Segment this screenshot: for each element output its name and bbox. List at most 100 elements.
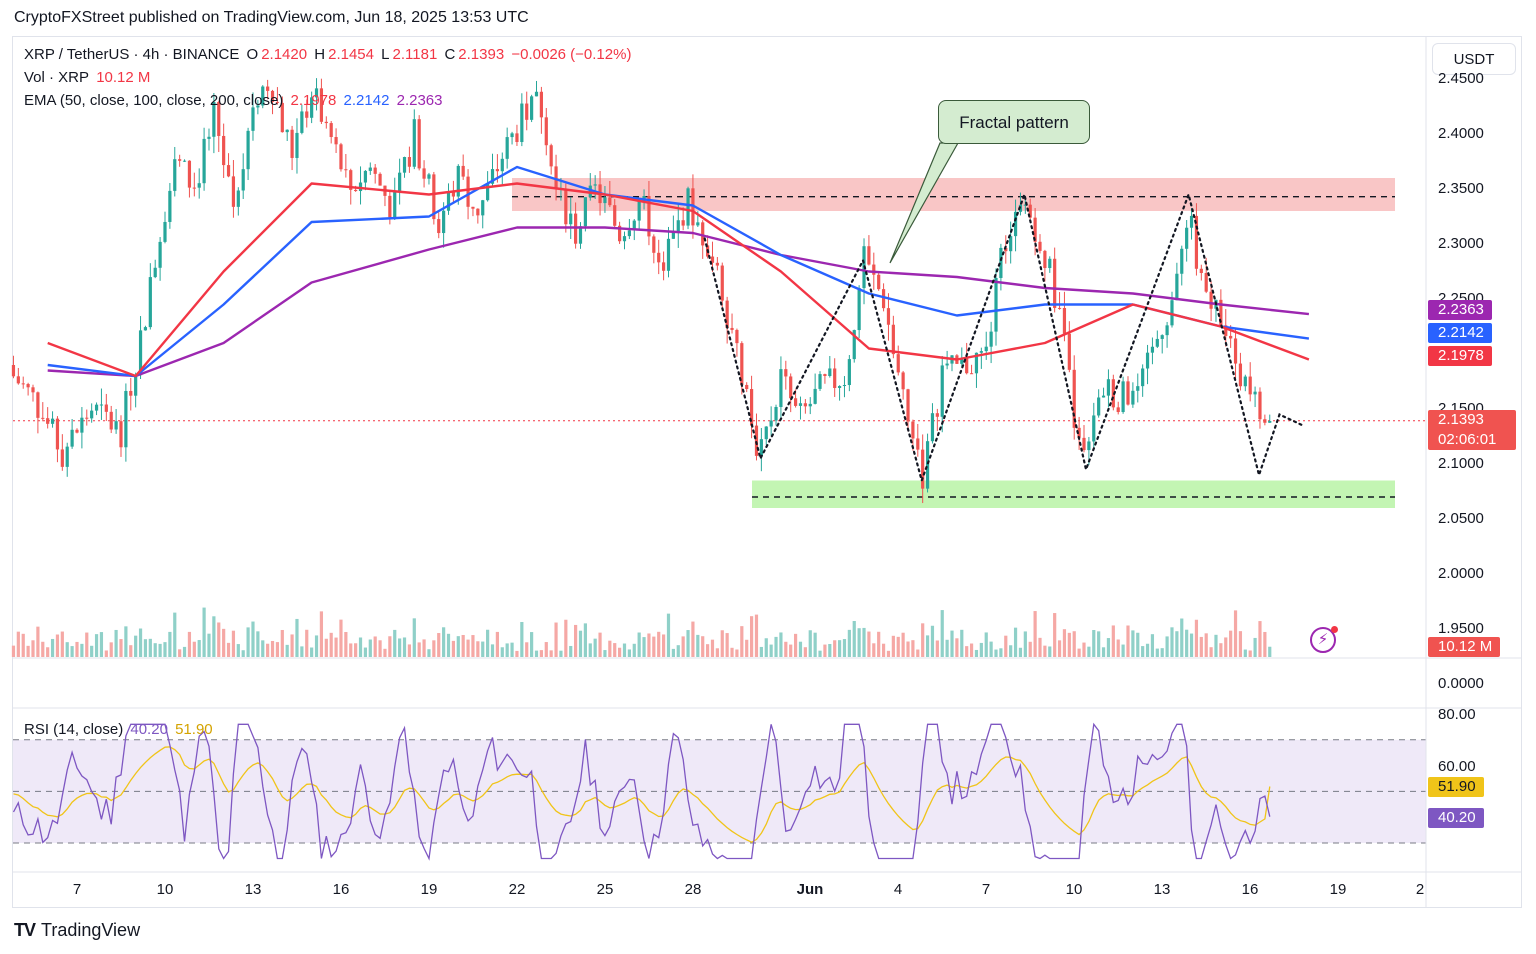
candle-body xyxy=(1145,352,1150,369)
volume-bar xyxy=(354,643,358,657)
candle-body xyxy=(847,359,851,386)
candle-body xyxy=(901,372,905,390)
volume-bar xyxy=(525,642,529,657)
candle-body xyxy=(1185,227,1189,249)
lightning-icon[interactable]: ⚡ xyxy=(1310,626,1338,653)
candle-body xyxy=(833,368,837,388)
candle-body xyxy=(530,96,534,120)
rsi-tick: 60.00 xyxy=(1438,758,1476,775)
time-tick: 4 xyxy=(893,881,903,898)
volume-bar xyxy=(393,629,397,657)
currency-button[interactable]: USDT xyxy=(1432,43,1516,75)
candle-body xyxy=(921,449,925,489)
legend-rsi: RSI (14, close) 40.20 51.90 xyxy=(24,721,216,738)
volume-bar xyxy=(163,642,167,657)
volume-bar xyxy=(1233,610,1238,657)
candle-body xyxy=(1131,390,1135,405)
candle-body xyxy=(75,429,79,433)
candle-body xyxy=(388,195,392,218)
candle-body xyxy=(1263,419,1267,423)
candle-body xyxy=(1204,273,1208,292)
volume-bar xyxy=(759,646,763,657)
candle-body xyxy=(1150,346,1155,353)
volume-bar xyxy=(1028,641,1032,657)
candle-body xyxy=(163,221,167,242)
candle-body xyxy=(461,165,465,177)
volume-bar xyxy=(984,632,988,657)
volume-bar xyxy=(779,632,783,657)
volume-bar xyxy=(324,638,328,657)
candle-body xyxy=(50,418,55,424)
candle-body xyxy=(1238,363,1243,387)
candle-body xyxy=(818,374,822,389)
volume-bar xyxy=(217,622,221,657)
volume-bar xyxy=(261,640,265,657)
volume-bar xyxy=(476,641,480,657)
volume-bar xyxy=(368,639,372,657)
volume-bar xyxy=(251,621,255,657)
candle-body xyxy=(305,111,309,118)
volume-bar xyxy=(1141,646,1145,657)
volume-bar xyxy=(41,641,45,657)
volume-bar xyxy=(588,643,592,657)
candle-body xyxy=(666,238,671,271)
volume-bar xyxy=(569,645,573,657)
candle-body xyxy=(437,219,441,234)
candle-body xyxy=(85,417,89,419)
volume-bar xyxy=(925,635,930,657)
legend-volume-value: 10.12 M xyxy=(96,69,151,86)
candle-body xyxy=(759,439,763,456)
candle-body xyxy=(1165,325,1169,336)
volume-bar xyxy=(173,612,177,657)
tv-logo-icon: TV xyxy=(14,920,36,940)
candle-body xyxy=(134,375,138,396)
ema200-line xyxy=(47,226,1310,378)
volume-bar xyxy=(90,645,94,657)
candle-body xyxy=(662,262,666,271)
volume-bar xyxy=(36,626,40,657)
candle-body xyxy=(1062,308,1067,334)
candle-body xyxy=(393,192,397,218)
volume-bar xyxy=(46,647,50,657)
candle-body xyxy=(109,411,113,430)
time-tick: 25 xyxy=(596,881,614,898)
fractal-dotted-path xyxy=(703,190,1305,485)
candle-body xyxy=(671,231,675,239)
volume-bar xyxy=(1097,631,1101,657)
volume-bar xyxy=(1263,631,1267,657)
volume-bar xyxy=(652,636,656,657)
candle-countdown: 02:06:01 xyxy=(1438,431,1497,448)
volume-bar xyxy=(432,640,436,657)
volume-bar xyxy=(256,631,260,657)
candle-body xyxy=(769,420,773,427)
volume-bar xyxy=(740,626,744,657)
candle-body xyxy=(319,88,324,122)
volume-bar xyxy=(950,630,954,657)
candle-body xyxy=(745,384,749,390)
candle-body xyxy=(891,324,895,355)
volume-bar xyxy=(1092,630,1096,657)
volume-bar xyxy=(1116,639,1120,657)
candle-body xyxy=(354,189,358,192)
candle-body xyxy=(984,346,988,352)
candle-body xyxy=(402,157,407,173)
candle-body xyxy=(1077,427,1081,438)
candle-body xyxy=(1101,395,1106,398)
candle-body xyxy=(495,169,499,172)
candle-body xyxy=(280,102,284,133)
candle-body xyxy=(925,441,930,489)
volume-bar xyxy=(945,639,949,657)
volume-bar xyxy=(490,644,495,657)
tradingview-logo[interactable]: TV TradingView xyxy=(14,920,140,941)
candle-body xyxy=(1175,273,1179,301)
candle-body xyxy=(1048,258,1052,269)
candle-body xyxy=(197,183,201,188)
legend-close-label: C xyxy=(444,46,456,63)
volume-bar xyxy=(226,642,231,657)
legend-ema100: 2.2142 xyxy=(343,92,390,109)
rsi-line xyxy=(12,722,1271,861)
candle-body xyxy=(1248,376,1252,395)
volume-bar xyxy=(999,648,1003,657)
